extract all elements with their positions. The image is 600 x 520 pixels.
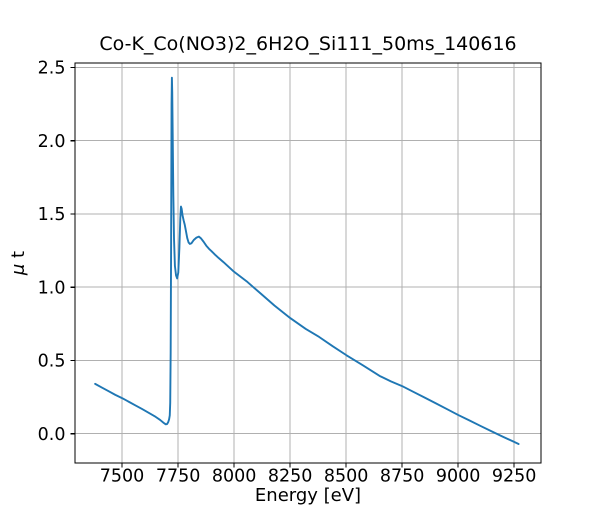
mu-symbol: μ bbox=[8, 263, 30, 276]
x-tick-label: 9000 bbox=[436, 467, 481, 487]
y-tick-label: 2.0 bbox=[38, 132, 66, 152]
y-tick-label: 0.5 bbox=[38, 352, 66, 372]
y-axis-label-suffix: t bbox=[8, 250, 30, 264]
axes-box bbox=[74, 62, 542, 464]
chart-title: Co-K_Co(NO3)2_6H2O_Si111_50ms_140616 bbox=[99, 33, 517, 55]
x-tick-label: 8000 bbox=[212, 467, 257, 487]
x-tick-label: 8250 bbox=[268, 467, 313, 487]
y-axis-label: μ t bbox=[8, 250, 30, 276]
y-tick-label: 2.5 bbox=[38, 59, 66, 79]
x-tick-label: 7750 bbox=[156, 467, 201, 487]
x-tick-label: 8750 bbox=[380, 467, 425, 487]
x-tick-label: 8500 bbox=[324, 467, 369, 487]
data-series-line bbox=[94, 76, 520, 445]
y-tick-label: 0.0 bbox=[38, 425, 66, 445]
x-tick-label: 9250 bbox=[492, 467, 537, 487]
x-tick-label: 7500 bbox=[100, 467, 145, 487]
y-tick-label: 1.0 bbox=[38, 278, 66, 298]
y-tick-label: 1.5 bbox=[38, 205, 66, 225]
x-axis-label: Energy [eV] bbox=[254, 485, 362, 506]
